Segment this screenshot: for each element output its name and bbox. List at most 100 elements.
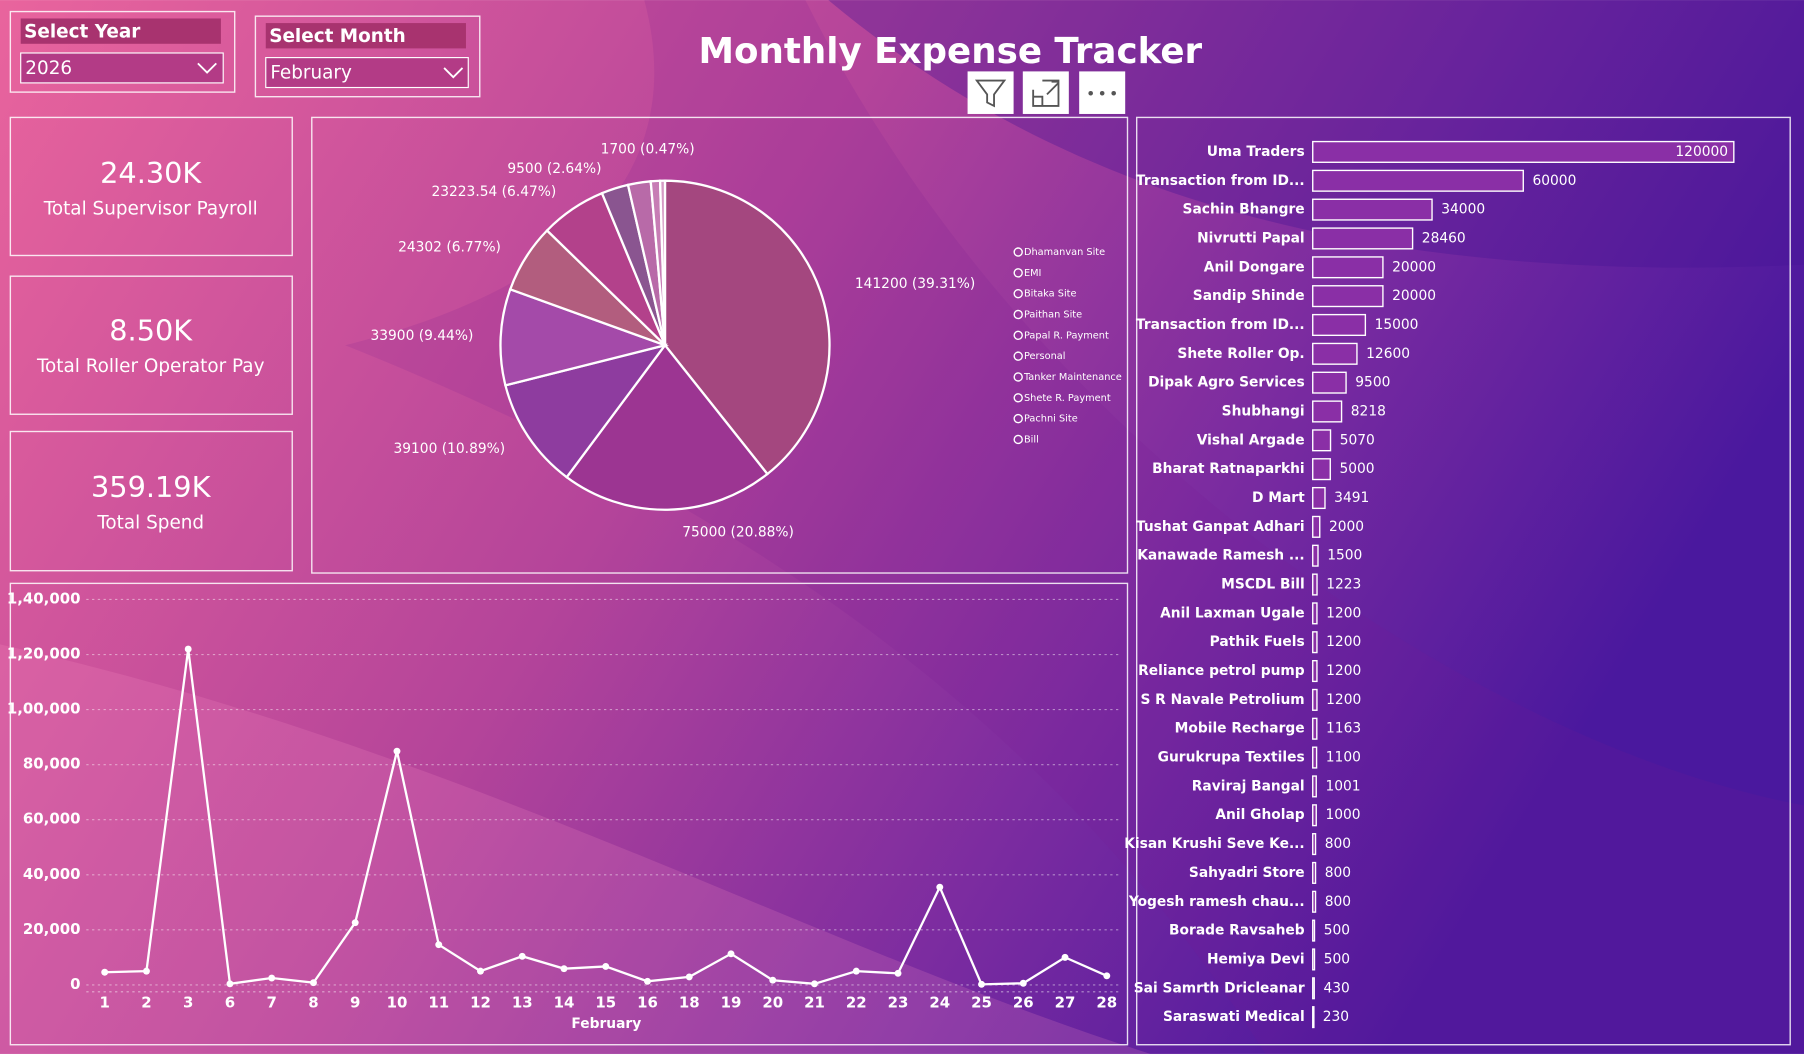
bar [1312, 371, 1347, 394]
point [268, 974, 276, 982]
point [477, 967, 484, 975]
y-tick-label: Mobile Recharge [1175, 721, 1305, 737]
bar-panel [1136, 116, 1791, 1046]
wave [0, 644, 1151, 1054]
data-label: 24302 (6.77%) [398, 239, 501, 255]
point [560, 965, 568, 973]
legend-marker [1013, 288, 1023, 299]
x-tick-label: 20 [762, 993, 783, 1011]
bar [1312, 833, 1317, 856]
y-tick-label: 1,20,000 [7, 645, 81, 663]
y-tick-label: 0 [70, 975, 80, 993]
expand [1032, 79, 1060, 107]
card-value: 8.50K [109, 314, 193, 348]
data-label: 1163 [1326, 721, 1361, 737]
filter-label: Select Year [24, 21, 141, 42]
data-label: 34000 [1441, 202, 1485, 218]
y-tick-label: Borade Ravsaheb [1169, 923, 1305, 939]
data-label: 15000 [1375, 317, 1419, 333]
x-tick-label: 16 [637, 993, 658, 1011]
dropdown-value: 2026 [25, 58, 72, 79]
point [1061, 953, 1069, 961]
point [518, 952, 526, 960]
y-tick-label: Kanawade Ramesh ... [1137, 548, 1304, 564]
data-label: 8218 [1351, 403, 1386, 419]
chevron [443, 67, 464, 79]
bar [1312, 861, 1317, 884]
y-tick-label: MSCDL Bill [1221, 577, 1305, 593]
y-tick-label: Anil Dongare [1204, 259, 1305, 275]
filter-box [9, 10, 236, 93]
legend-marker [1013, 330, 1023, 341]
x-tick-label: 15 [595, 993, 616, 1011]
funnel [974, 79, 1007, 108]
pie-slice [565, 343, 769, 511]
bar [1312, 804, 1317, 827]
point [1019, 979, 1027, 987]
title: Monthly Expense Tracker [698, 31, 1202, 72]
data-label: 141200 (39.31%) [855, 276, 975, 292]
point [727, 950, 735, 958]
bar [1312, 313, 1367, 337]
card-value: 359.19K [91, 470, 212, 504]
data-label: 1700 (0.47%) [601, 142, 695, 158]
data-label: 500 [1324, 923, 1350, 939]
focus-icon[interactable] [1022, 71, 1069, 114]
dot [1088, 90, 1093, 96]
charts: 141200 (39.31%) 75000 (20.88%) 39100 (10.8… [7, 140, 1735, 1032]
y-tick-label: Dipak Agro Services [1148, 375, 1305, 391]
data-label: 430 [1323, 980, 1349, 996]
bar [1312, 544, 1319, 567]
data-label: 1200 [1326, 605, 1361, 621]
legend-marker [1013, 309, 1023, 320]
data-label: 3491 [1334, 490, 1369, 506]
data-label: 1000 [1325, 807, 1360, 823]
data-label: 1200 [1326, 634, 1361, 650]
dot [1111, 90, 1116, 96]
x-tick-label: 14 [554, 993, 575, 1011]
data-label: 500 [1324, 951, 1350, 967]
legend-label: Paithan Site [1024, 310, 1082, 321]
data-label: 9500 (2.64%) [507, 161, 601, 177]
x-tick-label: 10 [387, 993, 408, 1011]
legend-label: Pachni Site [1024, 414, 1078, 425]
data-label: 39100 (10.89%) [393, 441, 505, 457]
x-tick-label: 18 [679, 993, 700, 1011]
y-tick-label: 80,000 [23, 755, 81, 773]
wave [828, 0, 1804, 268]
point [142, 967, 150, 975]
y-tick-label: Transaction from ID... [1136, 317, 1305, 333]
bar [1312, 919, 1316, 942]
point [435, 941, 443, 949]
dropdown[interactable] [20, 52, 224, 84]
data-label: 1223 [1326, 577, 1361, 593]
card [9, 116, 293, 257]
y-tick-label: Anil Laxman Ugale [1160, 605, 1305, 621]
legend-label: Bill [1024, 434, 1039, 445]
dropdown-value: February [270, 63, 352, 84]
data-label: 1200 [1326, 692, 1361, 708]
y-tick-label: Sachin Bhangre [1183, 202, 1305, 218]
bar [1312, 227, 1414, 250]
legend-marker [1013, 372, 1023, 382]
bar [1312, 256, 1384, 279]
dot [1099, 90, 1105, 96]
legend-label: Shete R. Payment [1024, 393, 1111, 404]
y-tick-label: Vishal Argade [1197, 432, 1305, 448]
point [769, 976, 777, 984]
bar [1312, 746, 1318, 769]
dropdown[interactable] [265, 57, 469, 89]
legend-label: Personal [1024, 351, 1066, 362]
point [310, 979, 317, 987]
point [894, 969, 902, 977]
point [351, 919, 359, 927]
data-label: 800 [1325, 836, 1351, 852]
data-label: 75000 (20.88%) [682, 525, 794, 541]
y-tick-label: Nivrutti Papal [1197, 230, 1305, 246]
x-tick-label: 27 [1055, 993, 1076, 1011]
bar [1312, 1006, 1315, 1029]
x-tick-label: 26 [1013, 993, 1034, 1011]
y-tick-label: Tushat Ganpat Adhari [1136, 519, 1305, 535]
filter-icon[interactable] [967, 71, 1014, 114]
